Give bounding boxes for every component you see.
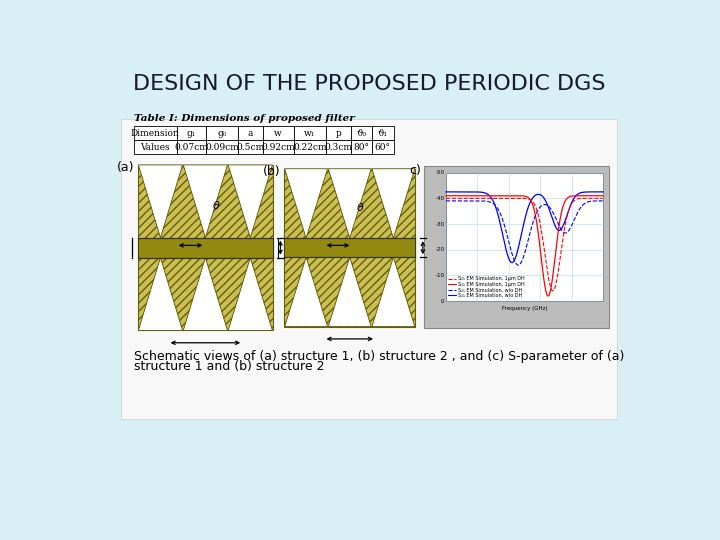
Text: g₁: g₁: [186, 129, 196, 138]
Bar: [138, 238, 273, 258]
Text: DESIGN OF THE PROPOSED PERIODIC DGS: DESIGN OF THE PROPOSED PERIODIC DGS: [132, 74, 606, 94]
Text: -30: -30: [436, 221, 444, 227]
Text: Dimension: Dimension: [131, 129, 180, 138]
Text: S₁₁ EM Simulation, 1μm DH: S₁₁ EM Simulation, 1μm DH: [457, 282, 524, 287]
Text: -10: -10: [436, 273, 444, 278]
Text: 0: 0: [441, 299, 444, 303]
Bar: [372, 140, 394, 154]
Bar: [284, 168, 415, 327]
Polygon shape: [184, 258, 228, 330]
Bar: [425, 166, 609, 328]
Polygon shape: [138, 258, 183, 330]
Bar: [238, 126, 263, 140]
Polygon shape: [372, 168, 415, 238]
Bar: [351, 126, 372, 140]
Bar: [446, 173, 603, 301]
Text: w: w: [274, 129, 282, 138]
Text: c): c): [409, 164, 421, 177]
Bar: [326, 126, 351, 140]
Polygon shape: [228, 165, 272, 238]
Polygon shape: [284, 168, 328, 238]
Bar: [351, 140, 372, 154]
Bar: [294, 140, 326, 154]
Text: $\theta$: $\theta$: [212, 199, 220, 211]
Bar: [372, 126, 394, 140]
Bar: [206, 140, 238, 154]
Text: S₂₁ EM Simulation, 1μm DH: S₂₁ EM Simulation, 1μm DH: [457, 276, 524, 281]
Bar: [138, 165, 273, 330]
Bar: [121, 119, 617, 419]
Text: 0.92cm: 0.92cm: [261, 143, 295, 152]
Bar: [134, 140, 176, 154]
Text: Frequency (GHz): Frequency (GHz): [502, 306, 547, 312]
Text: S₂₁ EM Simulation, w/o DH: S₂₁ EM Simulation, w/o DH: [457, 287, 522, 292]
Bar: [326, 140, 351, 154]
Text: -40: -40: [436, 196, 444, 201]
Bar: [238, 140, 263, 154]
Text: -50: -50: [436, 170, 444, 175]
Text: Schematic views of (a) structure 1, (b) structure 2 , and (c) S-parameter of (a): Schematic views of (a) structure 1, (b) …: [134, 350, 624, 363]
Polygon shape: [228, 258, 272, 330]
Text: w₁: w₁: [304, 129, 315, 138]
Bar: [263, 140, 294, 154]
Bar: [138, 238, 273, 258]
Bar: [176, 126, 206, 140]
Text: p: p: [336, 129, 341, 138]
Text: ϑ₀: ϑ₀: [356, 129, 366, 138]
Text: (b): (b): [263, 165, 280, 178]
Bar: [206, 126, 238, 140]
Polygon shape: [284, 257, 328, 327]
Bar: [284, 238, 415, 257]
Text: ϑ₁: ϑ₁: [378, 129, 388, 138]
Polygon shape: [138, 165, 183, 238]
Bar: [263, 126, 294, 140]
Text: (a): (a): [117, 161, 134, 174]
Bar: [176, 140, 206, 154]
Polygon shape: [372, 257, 415, 327]
Text: 0.3cm: 0.3cm: [324, 143, 352, 152]
Text: 0.5cm: 0.5cm: [236, 143, 264, 152]
Text: 80°: 80°: [354, 143, 369, 152]
Bar: [284, 238, 415, 257]
Text: 60°: 60°: [375, 143, 391, 152]
Polygon shape: [328, 168, 372, 238]
Text: 0.09cm: 0.09cm: [205, 143, 239, 152]
Text: Values: Values: [140, 143, 170, 152]
Polygon shape: [328, 257, 372, 327]
Polygon shape: [184, 165, 228, 238]
Text: Table I: Dimensions of proposed filter: Table I: Dimensions of proposed filter: [134, 114, 355, 123]
Text: 0.07cm: 0.07cm: [174, 143, 208, 152]
Text: a: a: [248, 129, 253, 138]
Text: 0.22cm: 0.22cm: [293, 143, 327, 152]
Text: $\theta$: $\theta$: [356, 201, 364, 213]
Bar: [294, 126, 326, 140]
Bar: [134, 126, 176, 140]
Text: g₀: g₀: [217, 129, 227, 138]
Text: structure 1 and (b) structure 2: structure 1 and (b) structure 2: [134, 361, 325, 374]
Text: -20: -20: [436, 247, 444, 252]
Text: S₁₁ EM Simulation, w/o DH: S₁₁ EM Simulation, w/o DH: [457, 293, 522, 298]
